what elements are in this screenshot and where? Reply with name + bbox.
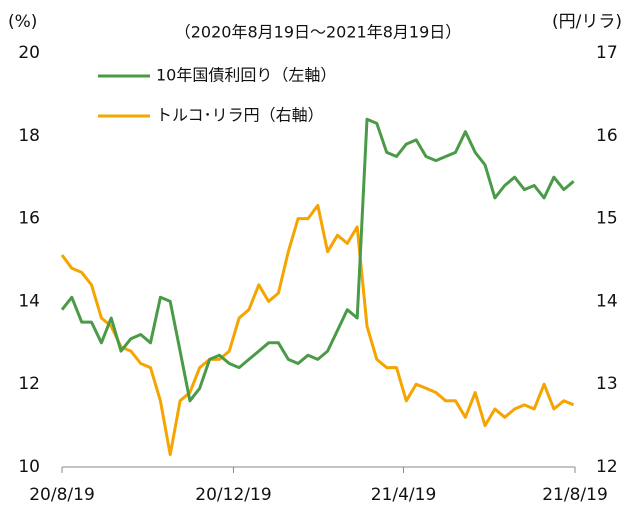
y-tick-label: 12: [18, 374, 40, 394]
y2-tick-label: 13: [596, 374, 618, 394]
series-line: [60, 117, 575, 403]
y2-tick-label: 16: [596, 126, 618, 146]
series-line: [60, 203, 575, 457]
chart-title: （2020年8月19日～2021年8月19日）: [175, 23, 462, 42]
y-axis-label: (%): [8, 12, 37, 32]
y2-tick-label: 17: [596, 43, 618, 63]
x-tick-label: 21/8/19: [542, 485, 608, 505]
y-tick-label: 10: [18, 457, 40, 477]
y-tick-label: 18: [18, 126, 40, 146]
x-tick-label: 20/12/19: [195, 485, 271, 505]
y2-tick-label: 15: [596, 209, 618, 229]
legend-label: トルコ･リラ円（右軸）: [156, 106, 324, 125]
y-tick-label: 14: [18, 291, 40, 311]
x-tick-label: 21/4/19: [371, 485, 437, 505]
legend-label: 10年国債利回り（左軸）: [156, 66, 336, 85]
x-tick-label: 20/8/19: [29, 485, 95, 505]
y-tick-label: 20: [18, 43, 40, 63]
y2-tick-label: 12: [596, 457, 618, 477]
y-tick-label: 16: [18, 209, 40, 229]
y2-tick-label: 14: [596, 291, 618, 311]
y2-axis-label: (円/リラ): [552, 12, 622, 32]
